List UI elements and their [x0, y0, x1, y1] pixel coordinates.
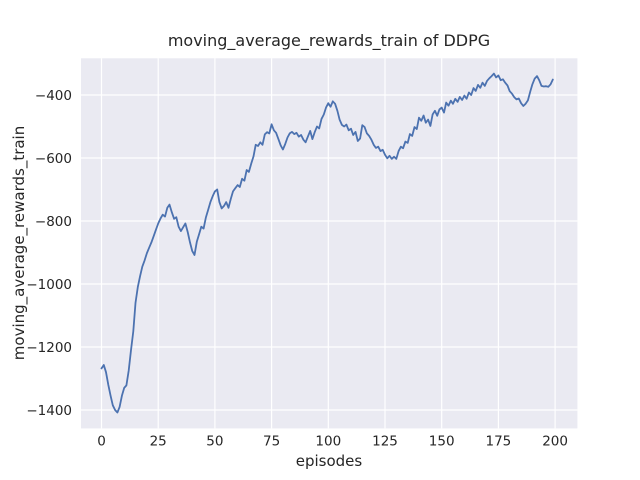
x-tick-label: 50	[206, 434, 223, 450]
y-tick-label: −400	[35, 88, 72, 104]
y-tick-label: −1000	[26, 277, 72, 293]
gridlines	[81, 58, 578, 429]
x-tick-label: 75	[263, 434, 280, 450]
x-tick-label: 25	[150, 434, 167, 450]
x-tick-labels: 0 25 50 75 100 125 150 175 200	[97, 434, 568, 450]
chart-title: moving_average_rewards_train of DDPG	[168, 31, 490, 51]
data-series	[100, 72, 554, 414]
y-axis-label: moving_average_rewards_train	[10, 126, 29, 360]
x-tick-label: 175	[486, 434, 512, 450]
x-tick-label: 100	[315, 434, 341, 450]
x-axis-label: episodes	[296, 452, 363, 470]
y-tick-label: −600	[35, 151, 72, 167]
x-tick-label: 150	[429, 434, 455, 450]
y-tick-label: −1400	[26, 403, 72, 419]
y-tick-labels: −400 −600 −800 −1000 −1200 −1400	[26, 88, 72, 419]
y-tick-label: −800	[35, 214, 72, 230]
plot-area	[81, 58, 578, 429]
y-tick-label: −1200	[26, 340, 72, 356]
x-tick-label: 0	[97, 434, 106, 450]
x-tick-label: 200	[542, 434, 568, 450]
ddpg-reward-line	[100, 72, 554, 414]
x-tick-label: 125	[372, 434, 398, 450]
